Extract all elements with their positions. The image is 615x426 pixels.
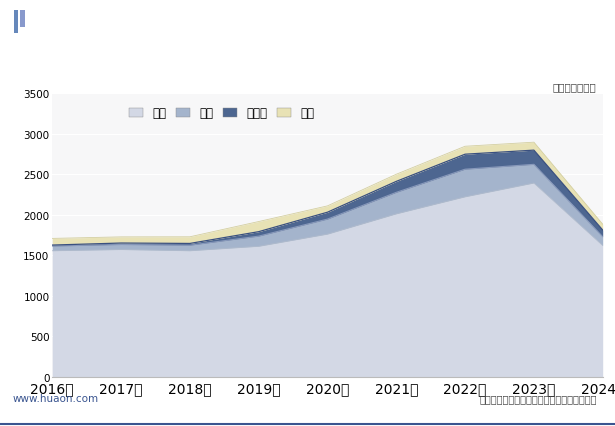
- Bar: [20, 11, 25, 28]
- Bar: [14, 11, 18, 34]
- Text: 华经情报网: 华经情报网: [32, 15, 69, 28]
- Text: 专业严谨 • 客观科学: 专业严谨 • 客观科学: [530, 16, 597, 26]
- Text: www.huaon.com: www.huaon.com: [12, 393, 98, 403]
- Text: 2016-2024年1-7月陕西省各发电类型发电量: 2016-2024年1-7月陕西省各发电类型发电量: [178, 53, 437, 71]
- Legend: 火力, 风力, 太阳能, 水力: 火力, 风力, 太阳能, 水力: [124, 102, 319, 125]
- Text: 数据来源：国家统计局，华经产业研究院整理: 数据来源：国家统计局，华经产业研究院整理: [479, 393, 597, 403]
- Text: 单位：亿千瓦时: 单位：亿千瓦时: [553, 82, 597, 92]
